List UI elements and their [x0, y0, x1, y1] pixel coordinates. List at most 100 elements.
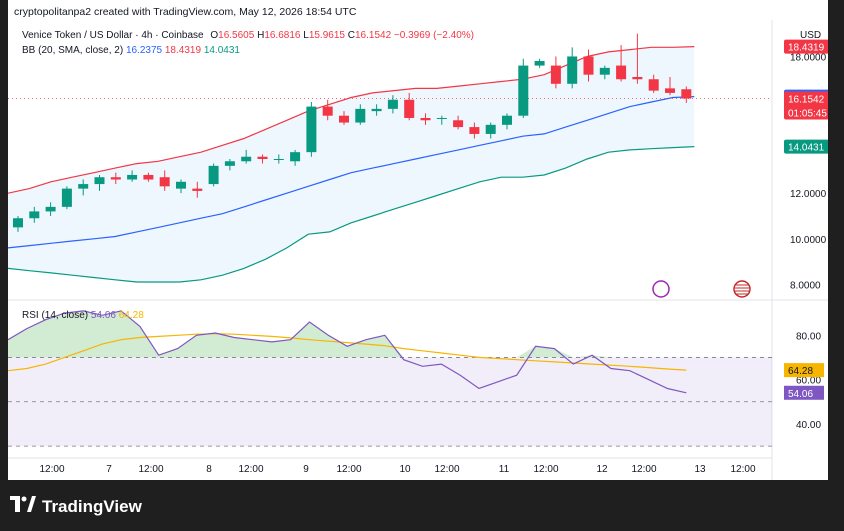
candle-body: [224, 161, 235, 166]
event-icon: [652, 280, 670, 298]
rsi-tick-label: 60.00: [796, 376, 821, 387]
bb-basis-line: [8, 96, 695, 249]
candle-body: [110, 177, 121, 180]
candle-body: [306, 106, 317, 153]
time-tick-label: 13: [694, 464, 706, 475]
bb-lower-tag-bg: [784, 139, 828, 154]
price-tick-label: 12.0000: [790, 189, 827, 200]
time-tick-label: 12:00: [533, 464, 558, 475]
close-price-tag-countdown: 01:05:45: [788, 109, 827, 120]
rsi-ma-value: 64.28: [118, 310, 144, 321]
currency-label[interactable]: USD: [800, 30, 822, 41]
candle-body: [143, 174, 154, 180]
high-value: 16.6816: [264, 30, 301, 41]
rsi-ma-tag: 64.28: [788, 366, 813, 377]
rsi-band-fill: [8, 357, 772, 447]
price-tick-label: 10.0000: [790, 235, 827, 246]
time-tick-label: 9: [303, 464, 309, 475]
candle-body: [78, 184, 89, 189]
bb-basis-value: 16.2375: [125, 45, 163, 56]
time-tick-label: 12:00: [434, 464, 459, 475]
candle-body: [387, 99, 398, 109]
rsi-tag-bg: [784, 385, 824, 400]
us-flag-icon: [733, 280, 751, 298]
chart-area: 8.000010.000012.000014.000016.000018.000…: [8, 0, 828, 480]
rsi-tick-label: 40.00: [796, 420, 821, 431]
candle-body: [176, 181, 186, 189]
close-label: C: [347, 30, 355, 41]
candle-body: [681, 89, 692, 99]
candle-body: [567, 56, 578, 84]
tradingview-logo[interactable]: TradingView: [10, 496, 142, 517]
candle-body: [241, 156, 252, 162]
time-tick-label: 12:00: [238, 464, 263, 475]
time-tick-label: 7: [106, 464, 112, 475]
bb-lower-value: 14.0431: [203, 45, 240, 56]
candle-body: [665, 88, 675, 93]
candle-body: [159, 177, 170, 187]
candle-body: [355, 108, 366, 123]
candle-body: [583, 56, 594, 75]
bb-legend: BB (20, SMA, close, 2) 16.2375 18.4319 1…: [22, 45, 240, 56]
candle-body: [257, 156, 268, 159]
rsi-line: [8, 310, 687, 394]
close-price-tag-bg: [784, 91, 828, 120]
candle-body: [404, 99, 415, 118]
bb-lower-line: [8, 146, 695, 283]
candle-body: [94, 177, 105, 185]
low-label: L: [303, 30, 309, 41]
time-tick-label: 12:00: [730, 464, 755, 475]
bb-label: BB (20, SMA, close, 2): [22, 45, 124, 56]
bb-upper-tag: 18.4319: [788, 43, 825, 54]
bb-lower-tag: 14.0431: [788, 143, 825, 154]
candle-body: [453, 120, 464, 128]
bb-upper-tag-bg: [784, 39, 828, 54]
rsi-ma-line: [8, 333, 687, 372]
price-tick-label: 8.0000: [790, 280, 821, 291]
symbol-name: Venice Token / US Dollar · 4h · Coinbase: [22, 30, 204, 41]
rsi-value: 54.06: [90, 310, 116, 321]
time-tick-label: 12:00: [138, 464, 163, 475]
candle-body: [127, 174, 138, 180]
candle-body: [322, 106, 333, 116]
candle-body: [599, 67, 610, 75]
close-value: 16.1542: [354, 30, 392, 41]
candle-body: [371, 108, 382, 112]
time-tick-label: 12:00: [39, 464, 64, 475]
rsi-legend: RSI (14, close) 54.06 64.28: [22, 310, 144, 321]
time-tick-label: 12:00: [336, 464, 361, 475]
candle-body: [632, 76, 643, 80]
low-value: 15.9615: [308, 30, 345, 41]
candle-body: [648, 79, 659, 91]
time-tick-label: 12: [596, 464, 608, 475]
rsi-overbought-fill: [8, 310, 687, 358]
candle-body: [61, 188, 72, 207]
change-value: −0.3969 (−2.40%): [393, 30, 474, 41]
candle-body: [420, 117, 431, 121]
open-value: 16.5605: [218, 30, 255, 41]
rsi-tick-label: 80.00: [796, 331, 821, 342]
rsi-tag: 54.06: [788, 389, 813, 400]
candle-body: [208, 165, 219, 185]
time-tick-label: 8: [206, 464, 212, 475]
candle-body: [192, 188, 203, 191]
candle-body: [13, 218, 23, 228]
candle-body: [485, 124, 496, 134]
candle-body: [616, 65, 627, 80]
candle-body: [518, 65, 529, 116]
rsi-ma-tag-bg: [784, 363, 824, 378]
candle-body: [436, 117, 447, 119]
candle-body: [290, 152, 301, 162]
open-label: O: [210, 30, 219, 41]
candle-body: [550, 65, 561, 84]
chart-header: cryptopolitanpa2 created with TradingVie…: [14, 6, 357, 18]
price-tick-label: 18.0000: [790, 52, 827, 63]
candle-body: [534, 61, 545, 66]
close-price-tag: 16.1542: [788, 95, 825, 106]
tradingview-logo-icon: [10, 496, 36, 517]
bb-fill: [8, 46, 695, 282]
candle-body: [469, 127, 480, 134]
candle-body: [339, 115, 349, 123]
bb-upper-value: 18.4319: [164, 45, 202, 56]
